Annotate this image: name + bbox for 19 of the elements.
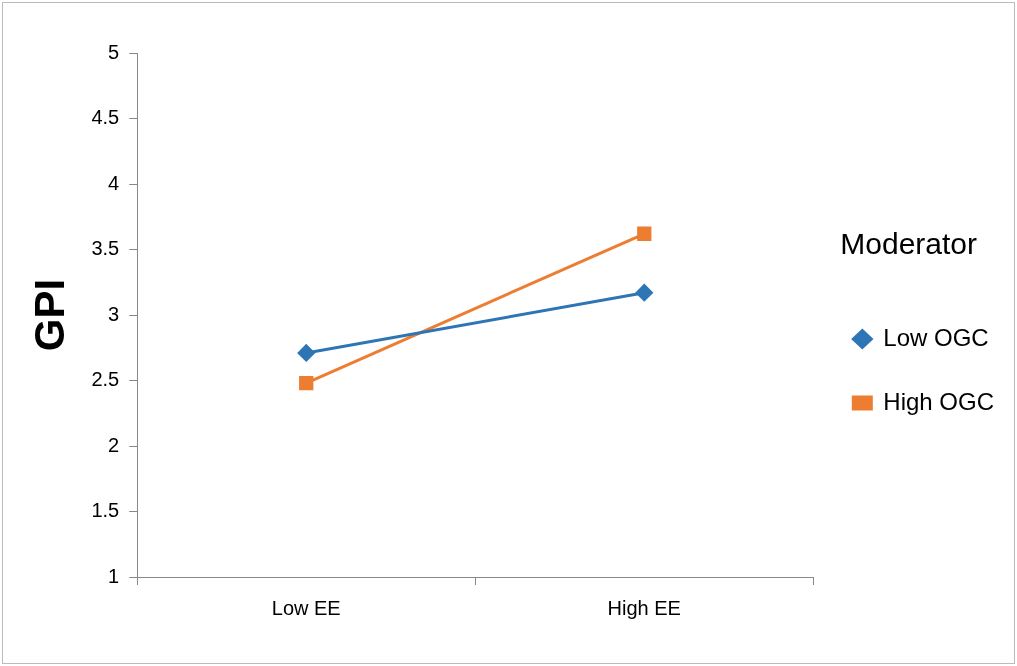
y-axis-title: GPI xyxy=(25,278,73,352)
y-tick-label: 1.5 xyxy=(91,499,120,522)
x-tick-label: High EE xyxy=(607,596,681,619)
legend-title: Moderator xyxy=(840,227,978,261)
y-tick-label: 1 xyxy=(108,564,120,587)
y-tick-label: 4.5 xyxy=(91,106,120,129)
y-tick-label: 5 xyxy=(108,40,120,63)
y-tick-label: 2 xyxy=(108,433,120,456)
y-tick-label: 3.5 xyxy=(91,237,120,260)
legend-label: High OGC xyxy=(883,387,995,415)
legend-label: Low OGC xyxy=(883,323,989,351)
x-tick-label: Low EE xyxy=(271,596,341,619)
point xyxy=(635,284,653,302)
y-tick-label: 3 xyxy=(108,302,120,325)
y-tick-label: 2.5 xyxy=(91,368,120,391)
y-tick-label: 4 xyxy=(108,171,120,194)
point xyxy=(297,344,315,362)
point xyxy=(299,375,314,391)
point xyxy=(637,226,652,241)
